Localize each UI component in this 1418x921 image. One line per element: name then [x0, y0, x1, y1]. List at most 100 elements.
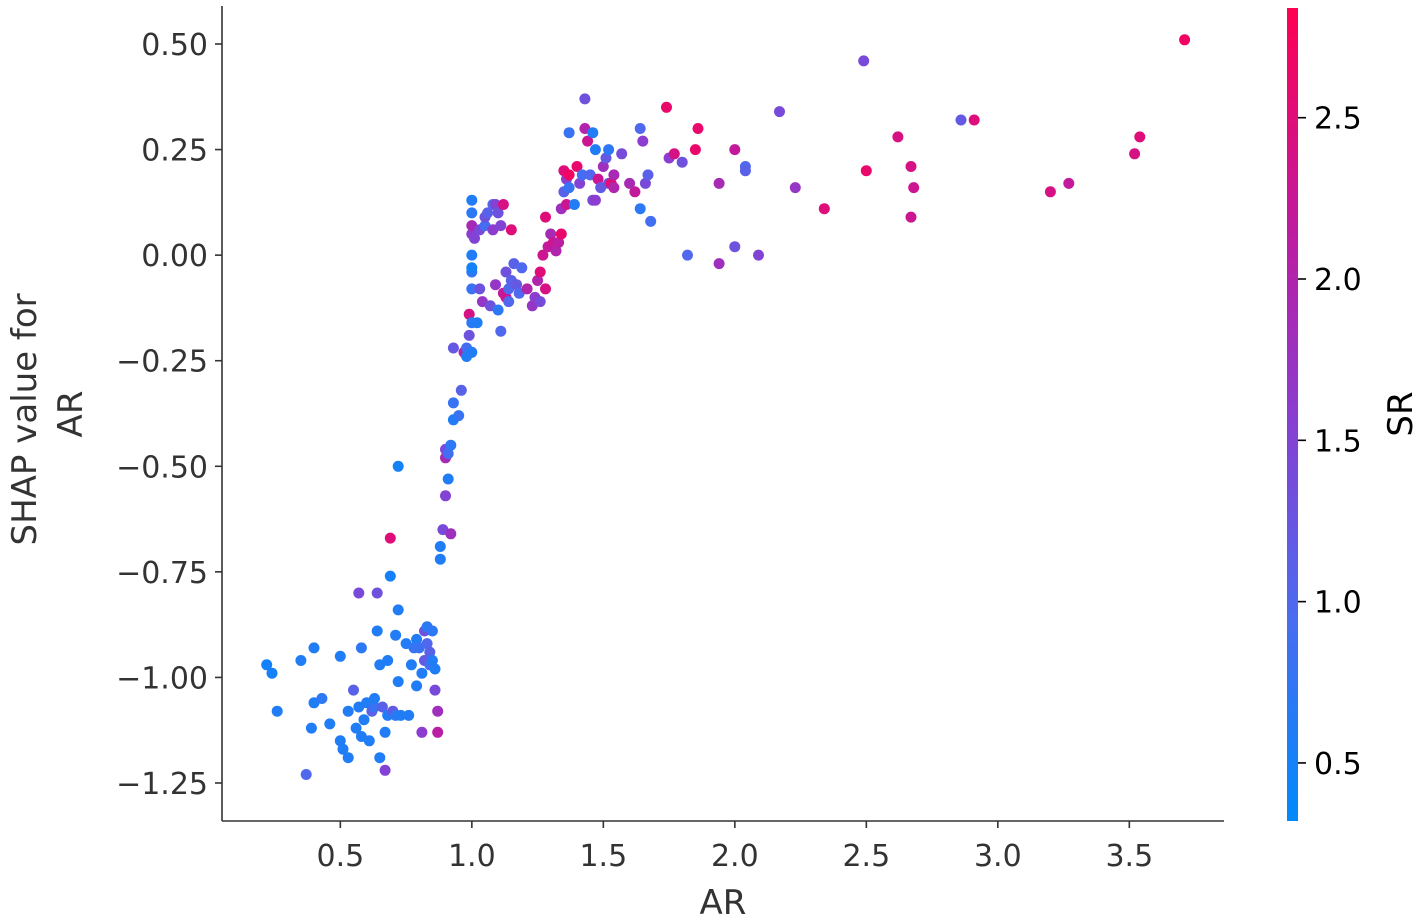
- data-point: [789, 182, 801, 194]
- data-point: [589, 194, 601, 206]
- data-point: [495, 220, 507, 232]
- colorbar-label: SR: [1381, 391, 1418, 436]
- data-point: [261, 659, 273, 671]
- data-point: [469, 232, 480, 244]
- data-point: [645, 215, 657, 227]
- y-tick-label: 0.25: [141, 134, 208, 169]
- y-tick-label: −1.25: [116, 767, 208, 802]
- data-point: [521, 283, 533, 295]
- data-point: [363, 735, 375, 747]
- y-tick-label: −0.75: [116, 556, 208, 591]
- data-point: [358, 714, 370, 726]
- data-point: [600, 152, 612, 164]
- data-point: [379, 764, 391, 776]
- data-point: [682, 249, 693, 261]
- data-point: [905, 161, 917, 172]
- data-point: [576, 169, 588, 181]
- y-tick-label: −1.00: [116, 661, 208, 696]
- data-point: [447, 397, 459, 409]
- data-point: [661, 101, 672, 113]
- data-point: [440, 490, 451, 502]
- data-point: [603, 144, 615, 156]
- data-point: [466, 194, 478, 206]
- data-point: [689, 144, 701, 156]
- data-point: [729, 144, 741, 156]
- data-point: [616, 148, 628, 160]
- data-point: [561, 199, 572, 210]
- data-point: [563, 127, 575, 139]
- y-axis-label: SHAP value for AR: [5, 283, 91, 546]
- data-point: [395, 709, 407, 721]
- data-point: [608, 169, 620, 181]
- data-point: [382, 655, 394, 666]
- data-point: [555, 228, 567, 240]
- colorbar-tick-label: 0.5: [1314, 747, 1362, 782]
- data-point: [466, 249, 478, 261]
- data-point: [516, 262, 528, 274]
- data-point: [374, 752, 386, 764]
- data-point: [1063, 177, 1075, 189]
- data-point: [955, 114, 967, 126]
- data-point: [342, 752, 354, 764]
- data-point: [416, 726, 428, 738]
- data-point: [713, 177, 725, 189]
- data-point: [466, 262, 478, 274]
- data-point: [447, 342, 459, 354]
- x-tick-label: 1.5: [579, 839, 627, 874]
- x-tick-label: 3.5: [1105, 839, 1153, 874]
- data-point: [445, 528, 457, 540]
- data-point: [579, 93, 591, 105]
- data-point: [466, 207, 478, 219]
- data-point: [300, 769, 312, 780]
- data-point: [753, 249, 764, 261]
- data-point: [495, 325, 507, 337]
- data-point: [589, 144, 601, 156]
- x-tick-label: 1.0: [448, 839, 496, 874]
- data-point: [534, 296, 546, 308]
- data-point: [384, 570, 396, 582]
- data-point: [445, 439, 457, 451]
- data-point: [597, 161, 609, 172]
- data-point: [634, 123, 646, 134]
- data-point: [474, 283, 486, 295]
- data-point: [405, 659, 417, 671]
- y-tick-label: −0.50: [116, 450, 208, 485]
- data-point: [676, 156, 688, 168]
- x-tick-label: 3.0: [974, 839, 1022, 874]
- data-point: [471, 317, 483, 329]
- data-point: [582, 135, 594, 147]
- data-point: [350, 722, 362, 734]
- data-point: [490, 199, 501, 210]
- data-point: [455, 384, 467, 396]
- data-point: [466, 346, 478, 358]
- x-tick-label: 0.5: [316, 839, 364, 874]
- data-point: [379, 726, 391, 738]
- data-point: [490, 279, 501, 291]
- data-point: [592, 173, 604, 185]
- data-point: [668, 148, 680, 160]
- data-point: [432, 726, 444, 738]
- data-point: [1044, 186, 1056, 198]
- data-point: [892, 131, 904, 143]
- data-point: [629, 186, 641, 198]
- data-point: [348, 684, 359, 696]
- data-point: [324, 718, 336, 730]
- colorbar-gradient: [1287, 8, 1298, 821]
- data-point: [453, 410, 465, 422]
- data-point: [774, 106, 785, 118]
- colorbar-tick-label: 2.0: [1314, 263, 1362, 298]
- data-point: [550, 245, 562, 257]
- data-point: [1134, 131, 1146, 143]
- data-point: [432, 705, 444, 717]
- data-point: [442, 448, 454, 460]
- x-tick-label: 2.0: [711, 839, 759, 874]
- data-point: [818, 203, 830, 215]
- data-point: [384, 532, 396, 544]
- data-point: [497, 199, 509, 210]
- data-point: [305, 722, 317, 734]
- data-point: [392, 604, 404, 616]
- data-point: [403, 709, 415, 721]
- data-point: [442, 473, 454, 485]
- data-point: [308, 642, 320, 654]
- data-point: [739, 165, 751, 177]
